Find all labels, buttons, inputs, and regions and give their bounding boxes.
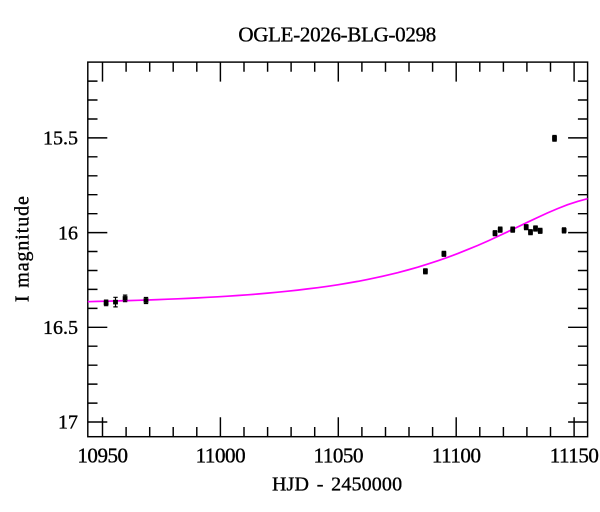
svg-text:16: 16 (58, 222, 78, 244)
svg-text:10950: 10950 (77, 443, 127, 467)
svg-text:11150: 11150 (550, 443, 599, 467)
svg-text:11050: 11050 (314, 443, 363, 467)
svg-text:11100: 11100 (432, 443, 481, 467)
svg-text:16.5: 16.5 (43, 317, 78, 339)
svg-text:OGLE-2026-BLG-0298: OGLE-2026-BLG-0298 (238, 23, 436, 47)
svg-text:I magnitude: I magnitude (11, 195, 33, 302)
svg-text:17: 17 (58, 412, 78, 434)
svg-text:HJD - 2450000: HJD - 2450000 (272, 474, 402, 496)
svg-text:15.5: 15.5 (43, 128, 78, 150)
svg-text:11000: 11000 (196, 443, 245, 467)
